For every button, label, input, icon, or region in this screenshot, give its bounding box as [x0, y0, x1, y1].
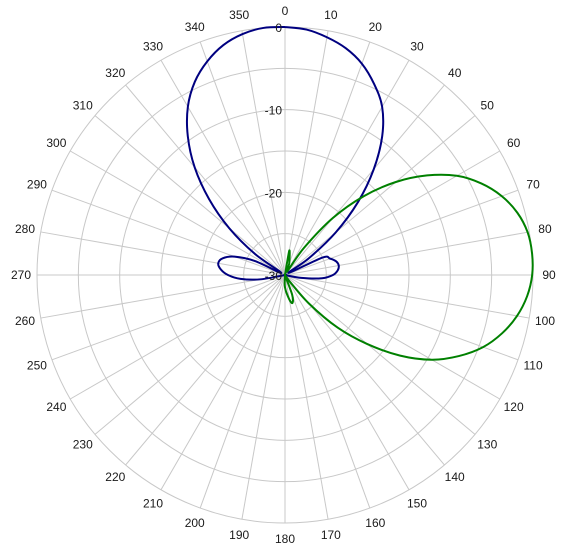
angle-tick-label: 240: [46, 400, 66, 414]
angle-tick-label: 0: [282, 4, 289, 18]
angle-tick-label: 20: [369, 20, 383, 34]
angle-tick-label: 210: [143, 497, 163, 511]
radial-tick-label: -30: [265, 269, 283, 283]
angle-tick-label: 30: [410, 39, 424, 53]
grid-spoke: [284, 59, 410, 276]
angle-tick-label: 170: [321, 528, 341, 542]
angle-tick-label: 40: [448, 66, 462, 80]
grid-spoke: [94, 115, 286, 276]
angle-tick-label: 270: [11, 268, 31, 282]
angle-tick-label: 100: [535, 314, 555, 328]
angle-tick-label: 190: [229, 528, 249, 542]
radial-tick-label: -20: [265, 186, 283, 200]
grid-spoke: [284, 274, 476, 435]
angle-tick-label: 90: [542, 268, 556, 282]
grid-spoke: [199, 274, 286, 509]
grid-spoke: [51, 189, 286, 276]
grid-spoke: [284, 274, 371, 509]
polar-grid: [36, 26, 534, 524]
angle-tick-label: 310: [73, 98, 93, 112]
angle-tick-label: 50: [481, 98, 495, 112]
angle-tick-label: 80: [538, 222, 552, 236]
grid-spoke: [284, 115, 476, 276]
angle-tick-label: 350: [229, 8, 249, 22]
grid-spoke: [284, 30, 329, 276]
grid-spoke: [40, 274, 286, 319]
angle-tick-label: 230: [73, 438, 93, 452]
angle-tick-label: 300: [46, 136, 66, 150]
angle-tick-label: 150: [407, 497, 427, 511]
angle-tick-label: 220: [105, 470, 125, 484]
angle-tick-label: 160: [365, 516, 385, 530]
angle-tick-label: 180: [275, 532, 295, 546]
angle-tick-label: 10: [324, 8, 338, 22]
grid-spoke: [284, 231, 530, 276]
angle-tick-label: 130: [477, 438, 497, 452]
grid-spoke: [125, 84, 286, 276]
grid-spoke: [284, 84, 445, 276]
angle-tick-label: 250: [27, 358, 47, 372]
angle-tick-label: 320: [105, 66, 125, 80]
radial-tick-label: 0: [275, 21, 282, 35]
grid-spoke: [284, 274, 530, 319]
angle-tick-label: 60: [507, 136, 521, 150]
grid-spoke: [284, 150, 501, 276]
series-layer: [185, 26, 534, 361]
angle-tick-label: 200: [185, 516, 205, 530]
series-line-2: [283, 173, 534, 361]
grid-spoke: [241, 30, 286, 276]
grid-spoke: [284, 189, 519, 276]
angle-tick-label: 110: [524, 358, 543, 372]
grid-spoke: [284, 274, 410, 491]
angle-tick-label: 330: [143, 39, 163, 53]
grid-spoke: [241, 274, 286, 520]
angle-tick-label: 340: [185, 20, 205, 34]
radial-tick-label: -10: [265, 104, 283, 118]
grid-spoke: [160, 59, 286, 276]
angle-tick-label: 70: [526, 178, 540, 192]
grid-spoke: [284, 274, 329, 520]
angle-tick-label: 260: [15, 314, 35, 328]
grid-spoke: [40, 231, 286, 276]
angle-tick-label: 140: [445, 470, 465, 484]
axis-labels: 0 10 20 30 40 50 60 70 80 90 100 110 120 130 140 150 160…: [11, 4, 556, 546]
angle-tick-label: 120: [504, 400, 524, 414]
grid-spoke: [125, 274, 286, 466]
grid-spoke: [69, 274, 286, 400]
grid-spoke: [284, 41, 371, 276]
grid-spoke: [94, 274, 286, 435]
grid-spoke: [284, 274, 501, 400]
grid-spoke: [199, 41, 286, 276]
angle-tick-label: 280: [15, 222, 35, 236]
grid-spoke: [69, 150, 286, 276]
grid-spoke: [284, 274, 519, 361]
angle-tick-label: 290: [27, 178, 47, 192]
grid-spoke: [51, 274, 286, 361]
grid-spoke: [160, 274, 286, 491]
